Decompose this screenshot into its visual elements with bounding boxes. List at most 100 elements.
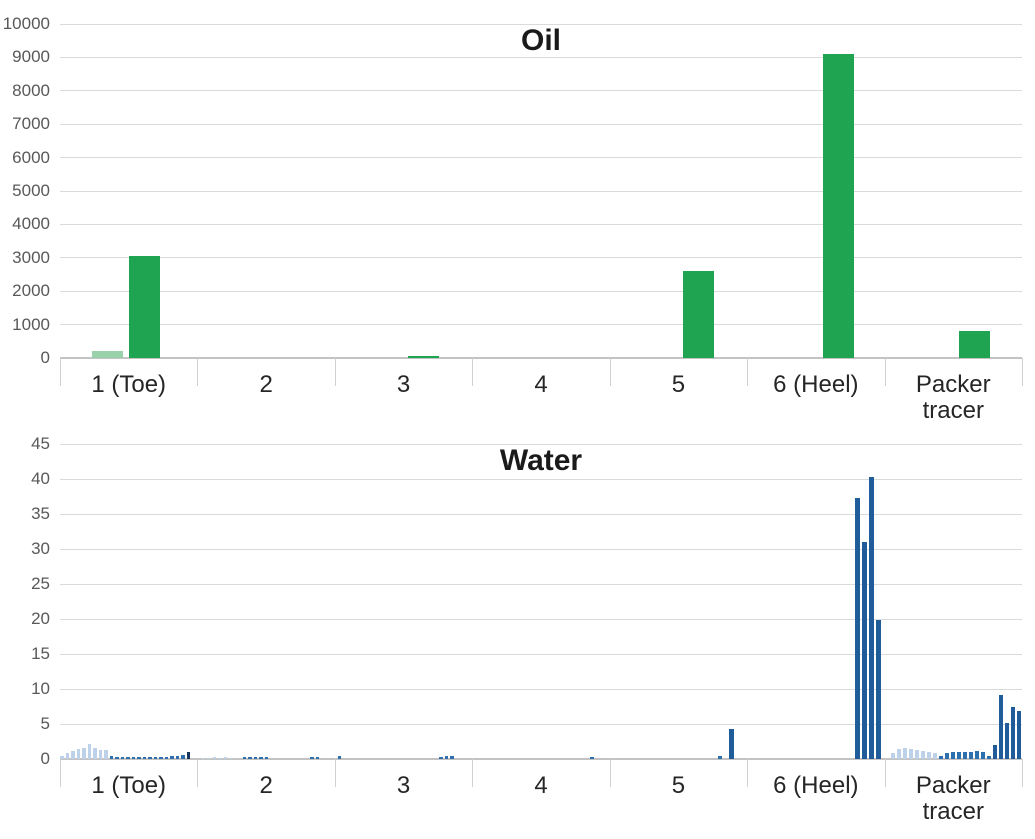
category-tick [472,759,474,787]
bar [175,755,179,759]
bar [186,752,190,759]
category-tick [747,358,749,386]
bar [915,749,920,759]
bar [71,750,75,759]
bar [407,355,439,358]
bar [822,54,854,358]
bar [921,751,926,759]
category-label: 2 [259,371,273,398]
bar [951,752,956,759]
bar [337,755,342,759]
y-axis-label: 25 [31,574,50,593]
bar [855,497,861,759]
bar [218,757,222,759]
bar [975,751,980,759]
category-tick [472,358,474,386]
gridline [60,583,1022,585]
category-label: 2 [259,772,273,799]
bar [212,757,217,759]
bar [98,749,102,759]
category-tick [609,759,611,787]
bar [903,747,908,759]
bar [891,752,896,759]
bar [229,757,233,759]
category-tick [747,759,749,787]
y-axis-label: 5000 [12,181,50,200]
y-axis-label: 10 [31,679,50,698]
gridline [60,123,1022,125]
bar [253,756,258,759]
y-axis-label: 30 [31,539,50,558]
category-label: 6 (Heel) [773,371,859,398]
bar [969,752,974,759]
category-tick [60,358,61,386]
bar [590,756,594,759]
bar [869,476,875,759]
y-axis-label: 3000 [12,247,50,267]
bar [993,745,998,759]
bar [142,756,146,759]
y-axis-label: 40 [31,469,50,488]
category-label: 1 (Toe) [91,772,167,799]
category-tick [197,358,199,386]
bar [128,256,160,358]
bar [933,752,938,759]
bar [1005,723,1010,759]
category-label: 3 [396,371,411,398]
water-chart-title: Water [499,444,583,477]
bar [159,757,163,759]
bar [120,756,124,759]
bar [109,756,113,759]
bar [248,757,252,759]
bar [718,755,722,759]
y-axis-label: 9000 [12,47,50,67]
category-tick [609,358,611,386]
y-axis-label: 4000 [12,214,50,234]
bar [60,756,64,759]
bar [439,756,443,759]
gridline [60,257,1022,259]
y-axis-label: 35 [31,504,50,523]
bar [729,728,735,759]
bar [876,619,882,759]
bar [981,752,986,759]
category-label: Packer tracer [915,371,991,424]
bar [207,757,211,759]
x-axis-line [60,758,1022,760]
category-tick [334,358,336,386]
category-tick [1022,358,1023,386]
gridline [60,157,1022,159]
category-label: 1 (Toe) [91,371,167,398]
y-axis-label: 0 [40,348,50,367]
bar [315,756,320,759]
bar [131,756,135,759]
gridline [60,290,1022,292]
bar [242,757,247,759]
y-axis-label: 6000 [12,147,50,167]
x-axis-line [60,357,1022,359]
y-axis-label: 45 [31,434,50,453]
gridline [60,688,1022,690]
gridline [60,223,1022,225]
category-label: Packer tracer [915,772,991,825]
category-label: 3 [396,772,411,799]
category-label: 4 [534,772,548,799]
bar [137,756,141,759]
bar [91,350,123,358]
bar [1011,707,1016,759]
y-axis-label: 10000 [2,14,50,33]
y-axis-label: 15 [31,644,50,663]
gridline [60,478,1022,480]
bar [862,542,868,759]
bar [87,744,91,759]
category-label: 4 [534,371,548,398]
bar [682,271,714,358]
gridline [60,513,1022,515]
bar [957,752,962,759]
oil-chart-title: Oil [520,24,561,57]
bar [115,756,119,759]
bar [126,756,130,759]
bar [181,755,185,759]
